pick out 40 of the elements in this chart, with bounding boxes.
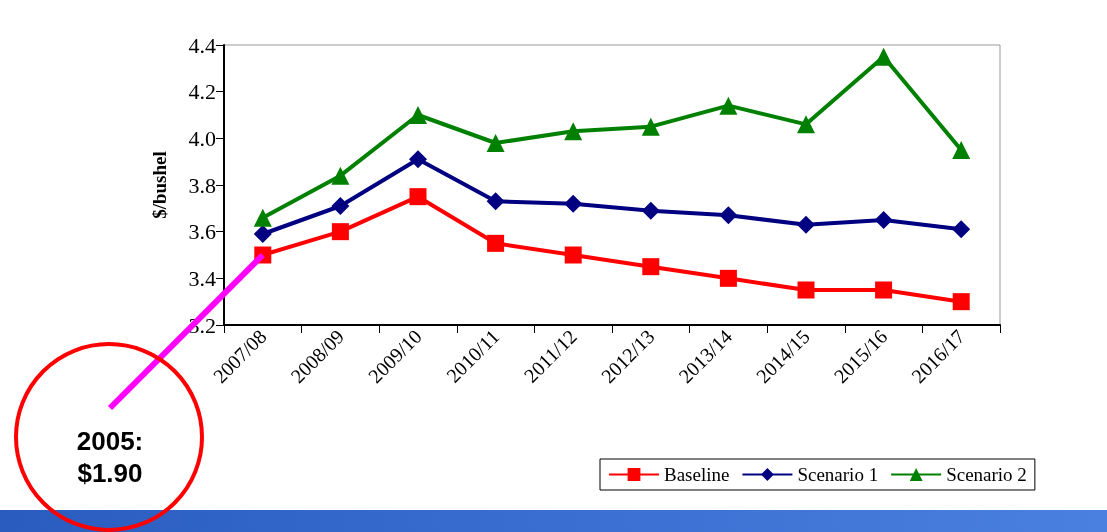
legend-label: Scenario 2 — [946, 464, 1027, 485]
point — [486, 134, 505, 152]
point — [952, 141, 971, 159]
point — [797, 215, 815, 234]
point — [409, 150, 427, 169]
y-tick-label: 3.4 — [188, 265, 216, 291]
point — [719, 269, 737, 287]
point — [874, 211, 893, 229]
y-tick-label: 4.2 — [188, 79, 216, 105]
point — [719, 206, 738, 225]
point — [486, 192, 505, 211]
point — [253, 208, 272, 227]
y-tick-label: 4.0 — [188, 125, 216, 151]
point — [564, 246, 582, 264]
point — [409, 106, 427, 124]
point — [641, 201, 660, 220]
point — [952, 293, 970, 311]
point — [564, 194, 583, 213]
point — [797, 115, 815, 134]
y-axis-title: $/bushel — [149, 151, 170, 219]
point — [331, 197, 350, 215]
point — [331, 223, 349, 241]
y-tick-label: 4.4 — [188, 32, 216, 58]
point — [331, 166, 350, 185]
point — [641, 117, 660, 136]
point — [642, 258, 660, 276]
point — [719, 96, 738, 115]
point — [564, 122, 583, 141]
point — [487, 234, 505, 252]
point — [253, 225, 272, 243]
point — [875, 281, 893, 299]
legend-label: Scenario 1 — [797, 464, 879, 485]
point — [952, 220, 971, 239]
annotation: 2005: $1.90 — [75, 425, 145, 489]
y-tick-label: 3.6 — [188, 219, 216, 245]
legend-label: Baseline — [664, 464, 730, 485]
point — [797, 281, 815, 299]
point — [874, 47, 893, 66]
y-tick-label: 3.8 — [188, 172, 216, 198]
point — [409, 188, 427, 206]
